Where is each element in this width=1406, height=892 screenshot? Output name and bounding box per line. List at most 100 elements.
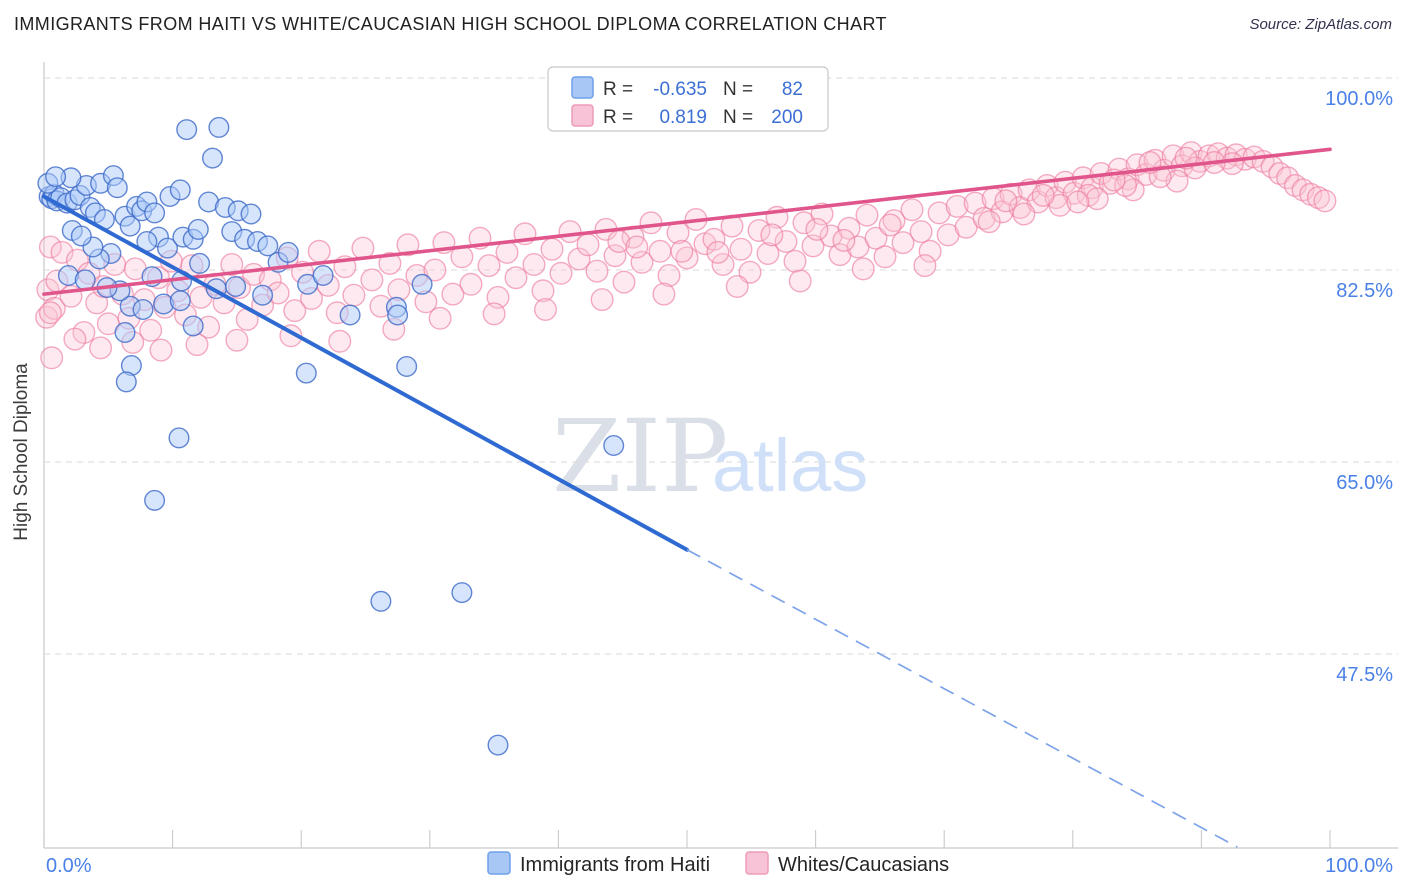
data-point xyxy=(851,257,875,281)
stats-box: R = -0.635 N = 82 R = 0.819 N = 200 xyxy=(547,66,829,132)
data-point xyxy=(630,250,654,274)
stats-swatch-pink xyxy=(571,104,594,127)
x-label-min: 0.0% xyxy=(46,855,92,877)
data-point xyxy=(913,254,937,278)
source-link[interactable]: Source: ZipAtlas.com xyxy=(1249,16,1392,33)
data-point xyxy=(225,276,247,298)
data-point xyxy=(878,213,902,237)
data-point xyxy=(156,237,178,259)
x-label-max: 100.0% xyxy=(1325,855,1393,877)
data-point xyxy=(240,203,262,225)
y-tick-47-5: 47.5% xyxy=(1336,664,1393,686)
data-point xyxy=(182,315,204,337)
data-point xyxy=(42,296,66,320)
data-point xyxy=(837,216,861,240)
data-point xyxy=(945,194,969,218)
data-point xyxy=(38,235,62,259)
data-point xyxy=(977,210,1001,234)
data-point xyxy=(387,304,409,326)
data-point xyxy=(411,273,433,295)
blue-trend-line xyxy=(42,194,689,552)
data-point xyxy=(220,252,244,276)
data-point xyxy=(106,177,128,199)
page-title: IMMIGRANTS FROM HAITI VS WHITE/CAUCASIAN… xyxy=(14,14,887,34)
data-point xyxy=(40,346,64,370)
data-point xyxy=(805,217,829,241)
data-point xyxy=(657,264,681,288)
data-point xyxy=(711,252,735,276)
data-point xyxy=(648,239,672,263)
data-point xyxy=(139,318,163,342)
data-point xyxy=(115,371,137,393)
data-point xyxy=(1113,173,1137,197)
data-point xyxy=(585,259,609,283)
data-point xyxy=(312,265,334,287)
data-point xyxy=(185,333,209,357)
r-label-pink: R = xyxy=(603,107,633,128)
data-point xyxy=(277,241,299,263)
pink-trend-line xyxy=(42,147,1332,296)
data-point xyxy=(670,239,694,263)
data-point xyxy=(612,270,636,294)
y-tick-65: 65.0% xyxy=(1336,472,1393,494)
n-label-blue: N = xyxy=(723,79,753,100)
data-point xyxy=(1031,183,1055,207)
data-point xyxy=(187,218,209,240)
data-point xyxy=(119,215,141,237)
data-point xyxy=(540,237,564,261)
data-point xyxy=(729,237,753,261)
data-point xyxy=(441,282,465,306)
data-point xyxy=(1012,202,1036,226)
n-label-pink: N = xyxy=(723,107,753,128)
legend-swatch-haiti xyxy=(487,851,511,875)
data-point xyxy=(918,239,942,263)
x-axis-labels: 0.0% 100.0% xyxy=(46,855,1393,877)
blue-trend-extrapolation xyxy=(686,549,1238,848)
data-point xyxy=(603,244,627,268)
data-point xyxy=(1085,187,1109,211)
data-point xyxy=(567,247,591,271)
data-point xyxy=(702,227,726,251)
bottom-legend: Immigrants from Haiti Whites/Caucasians xyxy=(487,851,949,876)
data-point xyxy=(788,269,812,293)
data-point xyxy=(89,336,113,360)
r-value-blue: -0.635 xyxy=(653,79,707,100)
data-point xyxy=(378,251,402,275)
data-point xyxy=(558,220,582,244)
data-point xyxy=(504,266,528,290)
data-point xyxy=(909,220,933,244)
data-point xyxy=(477,254,501,278)
data-point xyxy=(534,298,558,322)
data-point xyxy=(342,283,366,307)
data-point xyxy=(774,229,798,253)
data-point xyxy=(522,252,546,276)
data-point xyxy=(927,201,951,225)
data-point xyxy=(70,225,92,247)
legend-label-haiti: Immigrants from Haiti xyxy=(520,854,710,876)
trend-lines xyxy=(42,147,1332,848)
data-point xyxy=(208,116,230,138)
data-point xyxy=(882,209,906,233)
data-point xyxy=(176,119,198,141)
data-point xyxy=(132,299,154,321)
data-point xyxy=(1313,189,1337,213)
data-point xyxy=(482,302,506,326)
data-point xyxy=(451,582,473,604)
legend-swatch-whites xyxy=(745,851,769,875)
data-point xyxy=(487,734,509,756)
y-axis-title: High School Diploma xyxy=(11,363,32,541)
data-point xyxy=(307,239,331,263)
data-point xyxy=(1121,178,1145,202)
data-point xyxy=(35,305,59,329)
data-point xyxy=(706,240,730,264)
data-point xyxy=(855,203,879,227)
data-point xyxy=(738,260,762,284)
data-point xyxy=(396,233,420,257)
legend-label-whites: Whites/Caucasians xyxy=(778,854,949,876)
data-point xyxy=(1048,193,1072,217)
data-point xyxy=(428,306,452,330)
data-point xyxy=(396,356,418,378)
data-point xyxy=(760,223,784,247)
data-point xyxy=(295,362,317,384)
